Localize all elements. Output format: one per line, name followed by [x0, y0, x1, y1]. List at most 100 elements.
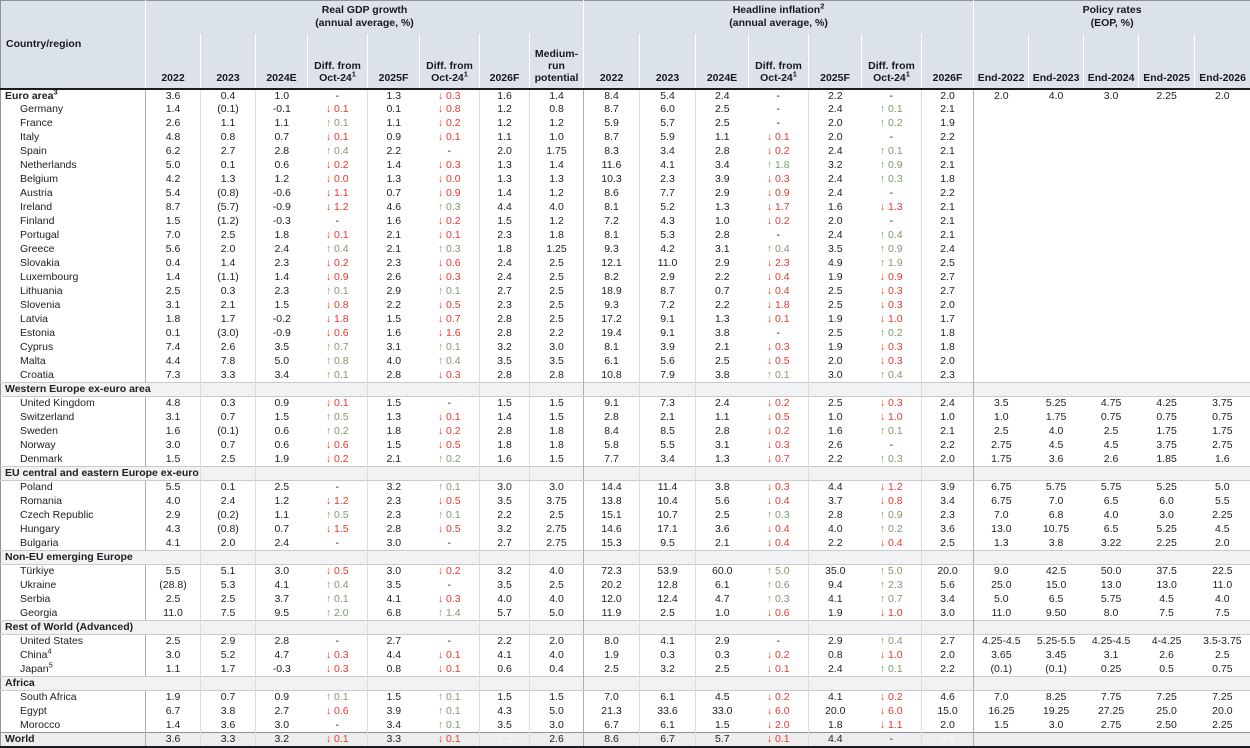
cell	[1028, 676, 1084, 691]
cell: 6.1	[583, 354, 640, 369]
cell	[748, 676, 809, 691]
cell: 2.5	[200, 592, 256, 607]
cell	[1029, 313, 1084, 327]
section-row: Western Europe ex-euro area	[0, 382, 1250, 397]
cell: ↓ 1.3	[879, 201, 903, 213]
row-label: Hungary	[20, 523, 60, 535]
cell: 7.2	[639, 298, 696, 313]
footnote-marker: 3	[53, 87, 58, 96]
cell: ↑ 5.0	[879, 565, 903, 578]
cell: ↓ 0.2	[437, 215, 461, 227]
cell	[1083, 620, 1139, 635]
cell: -0.3	[255, 214, 308, 229]
cell: 8.4	[583, 424, 640, 439]
cell: 4.5	[1048, 439, 1064, 451]
cell: ↓ 0.3	[879, 397, 903, 410]
cell: 7.0	[973, 508, 1029, 523]
cell: 7.5	[200, 606, 256, 621]
cell: 2.7	[920, 284, 974, 299]
cell: 5.6	[920, 578, 974, 593]
cell	[1084, 229, 1139, 243]
cell	[1194, 550, 1250, 565]
cell: 4.1	[808, 592, 862, 607]
cell: 2.1	[200, 298, 256, 313]
table-row: Ireland 8.7 (5.7) -0.9 ↓ 1.2 4.6 ↑ 0.3 4.4 4.0 8.…	[1, 200, 1250, 215]
cell: 4.3	[639, 214, 696, 229]
cell: ↓ 1.7	[766, 201, 790, 213]
row-label: Switzerland	[20, 411, 75, 423]
cell: 3.6	[695, 522, 749, 537]
cell: 5.5	[145, 564, 201, 579]
cell: 0.8	[200, 130, 256, 145]
cell	[200, 620, 256, 635]
cell: 4.5	[1159, 593, 1174, 605]
cell: 0.1	[200, 480, 256, 495]
cell: 2.7	[255, 704, 308, 719]
cell: 7.3	[145, 368, 201, 383]
cell: 4.3	[479, 704, 530, 719]
cell: 3.1	[695, 438, 749, 453]
cell: 3.2	[479, 340, 530, 355]
table-row: Estonia 0.1 (3.0) -0.9 ↓ 0.6 1.6 ↓ 1.6 2.8 2.2 19…	[1, 326, 1250, 341]
cell: 10.8	[583, 368, 640, 383]
cell: 2.5	[145, 284, 201, 299]
cell: -	[776, 635, 781, 648]
cell: 0.7	[200, 690, 256, 705]
cell	[973, 284, 1029, 299]
cell	[1194, 466, 1250, 481]
cell	[1139, 159, 1195, 173]
cell: ↑ 0.4	[437, 355, 461, 367]
cell: 2.5	[695, 116, 749, 131]
cell: 3.0	[145, 648, 201, 663]
cell: (0.1)	[200, 424, 256, 439]
cell: 3.5	[479, 718, 530, 733]
cell	[639, 382, 696, 397]
cell	[973, 732, 1029, 748]
cell: 1.0	[695, 606, 749, 621]
row-label: Rest of World (Advanced)	[0, 620, 201, 635]
cell	[1139, 257, 1195, 271]
cell: 3.75	[1156, 439, 1177, 451]
cell: 5.0	[529, 704, 584, 719]
cell: 7.0	[583, 690, 640, 705]
cell: 5.8	[583, 438, 640, 453]
cell	[1195, 327, 1250, 341]
cell	[1083, 550, 1139, 565]
cell: ↑ 0.1	[879, 103, 903, 115]
cell: 1.75	[529, 144, 584, 159]
cell: 8.7	[145, 200, 201, 215]
cell: 4.1	[255, 578, 308, 593]
cell: -	[776, 89, 781, 102]
group-subtitle: (annual average, %)	[729, 17, 828, 30]
cell	[200, 676, 256, 691]
cell: 7.7	[583, 452, 640, 467]
cell: -	[889, 215, 894, 227]
cell: ↓ 0.6	[325, 705, 349, 717]
cell: 2.7	[920, 270, 974, 285]
cell: 2.4	[920, 242, 974, 257]
cell: 15.0	[1045, 579, 1067, 591]
column-header: End-2023	[1028, 33, 1084, 90]
cell: ↓ 0.1	[437, 649, 461, 661]
cell: 7.8	[200, 354, 256, 369]
cell: ↑ 0.4	[766, 243, 790, 255]
cell: 3.5	[973, 396, 1029, 411]
cell: 5.5	[639, 438, 696, 453]
cell: ↑ 0.5	[325, 411, 349, 423]
cell: ↓ 0.3	[325, 662, 349, 675]
row-label: Spain	[20, 145, 47, 157]
table-row: Spain 6.2 2.7 2.8 ↑ 0.4 2.2-2.0 1.75 8.3 3.4 2.8 ↓…	[1, 144, 1250, 159]
cell: ↓ 0.1	[437, 662, 461, 675]
cell: 1.8	[808, 718, 862, 733]
cell: 1.9	[145, 690, 201, 705]
cell: 10.4	[639, 494, 696, 509]
cell	[1084, 187, 1139, 201]
cell	[1083, 732, 1139, 748]
cell	[1083, 676, 1139, 691]
cell: ↓ 0.2	[437, 425, 461, 437]
cell	[529, 620, 584, 635]
cell: ↑ 0.1	[879, 662, 903, 675]
cell	[1139, 187, 1195, 201]
cell: 3.0	[367, 564, 420, 579]
cell: 2.6	[529, 732, 584, 748]
